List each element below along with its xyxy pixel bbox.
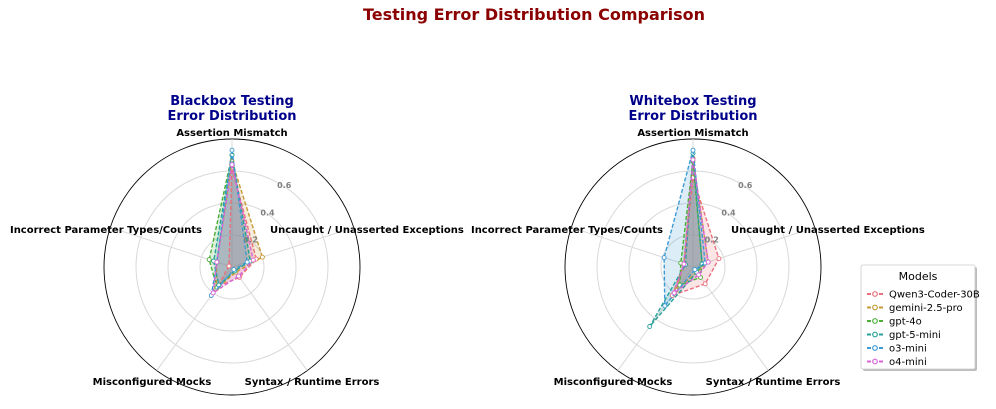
- figure-title: Testing Error Distribution Comparison: [363, 5, 705, 24]
- legend-item-label: gemini-2.5-pro: [889, 303, 963, 314]
- series-point: [231, 267, 237, 273]
- series-point: [229, 162, 235, 168]
- legend-marker: [872, 331, 878, 338]
- axis-label: Misconfigured Mocks: [554, 377, 673, 388]
- radial-tick-label: 0.2: [244, 236, 258, 245]
- legend-marker: [872, 358, 878, 365]
- series-line: [649, 153, 703, 327]
- series-point: [671, 290, 677, 296]
- series-point: [226, 263, 232, 269]
- axis-label: Incorrect Parameter Types/Counts: [10, 225, 202, 236]
- series-line: [212, 164, 255, 295]
- radial-tick-label: 0.4: [260, 208, 275, 217]
- axis-label: Assertion Mismatch: [637, 128, 748, 139]
- series-area: [217, 167, 257, 287]
- series-point: [690, 147, 696, 153]
- radial-tick-label: 0.6: [277, 181, 292, 190]
- grid-spoke: [231, 266, 308, 371]
- legend-marker: [872, 304, 878, 311]
- series-line: [216, 167, 258, 288]
- legend-item-label: o3-mini: [889, 344, 927, 355]
- series-point: [662, 303, 668, 309]
- series-line: [672, 159, 709, 295]
- series-point: [690, 157, 696, 163]
- axis-label: Uncaught / Unasserted Exceptions: [270, 225, 464, 236]
- legend: Models Qwen3-Coder-30B gemini-2.5-pro gpt-4…: [860, 264, 980, 371]
- series-area: [213, 164, 254, 293]
- series-area: [674, 159, 709, 293]
- series-point: [206, 257, 212, 263]
- axis-label: Syntax / Runtime Errors: [245, 377, 380, 388]
- series-point: [236, 273, 242, 279]
- legend-item-label: o4-mini: [889, 357, 927, 368]
- legend-title: Models: [899, 270, 938, 283]
- series-point: [214, 259, 220, 265]
- series-area: [213, 155, 251, 286]
- series-point: [661, 255, 667, 261]
- legend-marker: [872, 345, 878, 351]
- series-point: [692, 267, 698, 273]
- legend-item-label: gpt-4o: [889, 317, 922, 328]
- series-point: [702, 281, 708, 287]
- radial-tick-label: 0.2: [705, 236, 719, 245]
- series-area: [211, 150, 248, 296]
- series-line: [212, 154, 252, 287]
- radial-tick-label: 0.6: [738, 181, 753, 190]
- legend-box: [860, 264, 976, 370]
- grid-spoke: [571, 226, 694, 268]
- series-point: [244, 259, 250, 265]
- grid-spoke: [692, 226, 815, 268]
- series-area: [676, 158, 709, 291]
- legend-marker: [872, 291, 878, 297]
- series-point: [229, 147, 235, 153]
- series-point: [250, 257, 256, 263]
- legend-marker: [872, 318, 878, 324]
- chart-title-line: Error Distribution: [628, 109, 757, 124]
- legend-item-label: gpt-5-mini: [889, 330, 941, 341]
- series-point: [647, 324, 653, 329]
- chart-title-line: Whitebox Testing: [629, 94, 756, 109]
- series-point: [716, 256, 722, 262]
- axis-label: Assertion Mismatch: [176, 128, 287, 139]
- series-point: [259, 254, 265, 260]
- series-line: [210, 150, 248, 298]
- series-point: [681, 261, 687, 267]
- axis-label: Syntax / Runtime Errors: [706, 377, 841, 388]
- axis-label: Misconfigured Mocks: [93, 377, 212, 388]
- series-point: [696, 272, 702, 278]
- series-point: [705, 259, 711, 265]
- series-point: [210, 290, 216, 296]
- axis-label: Incorrect Parameter Types/Counts: [471, 225, 663, 236]
- legend-item-label: Qwen3-Coder-30B: [889, 290, 980, 301]
- radial-tick-label: 0.4: [721, 208, 736, 217]
- chart-title-line: Blackbox Testing: [170, 94, 294, 109]
- chart-title-line: Error Distribution: [167, 109, 296, 124]
- axis-label: Uncaught / Unasserted Exceptions: [731, 225, 925, 236]
